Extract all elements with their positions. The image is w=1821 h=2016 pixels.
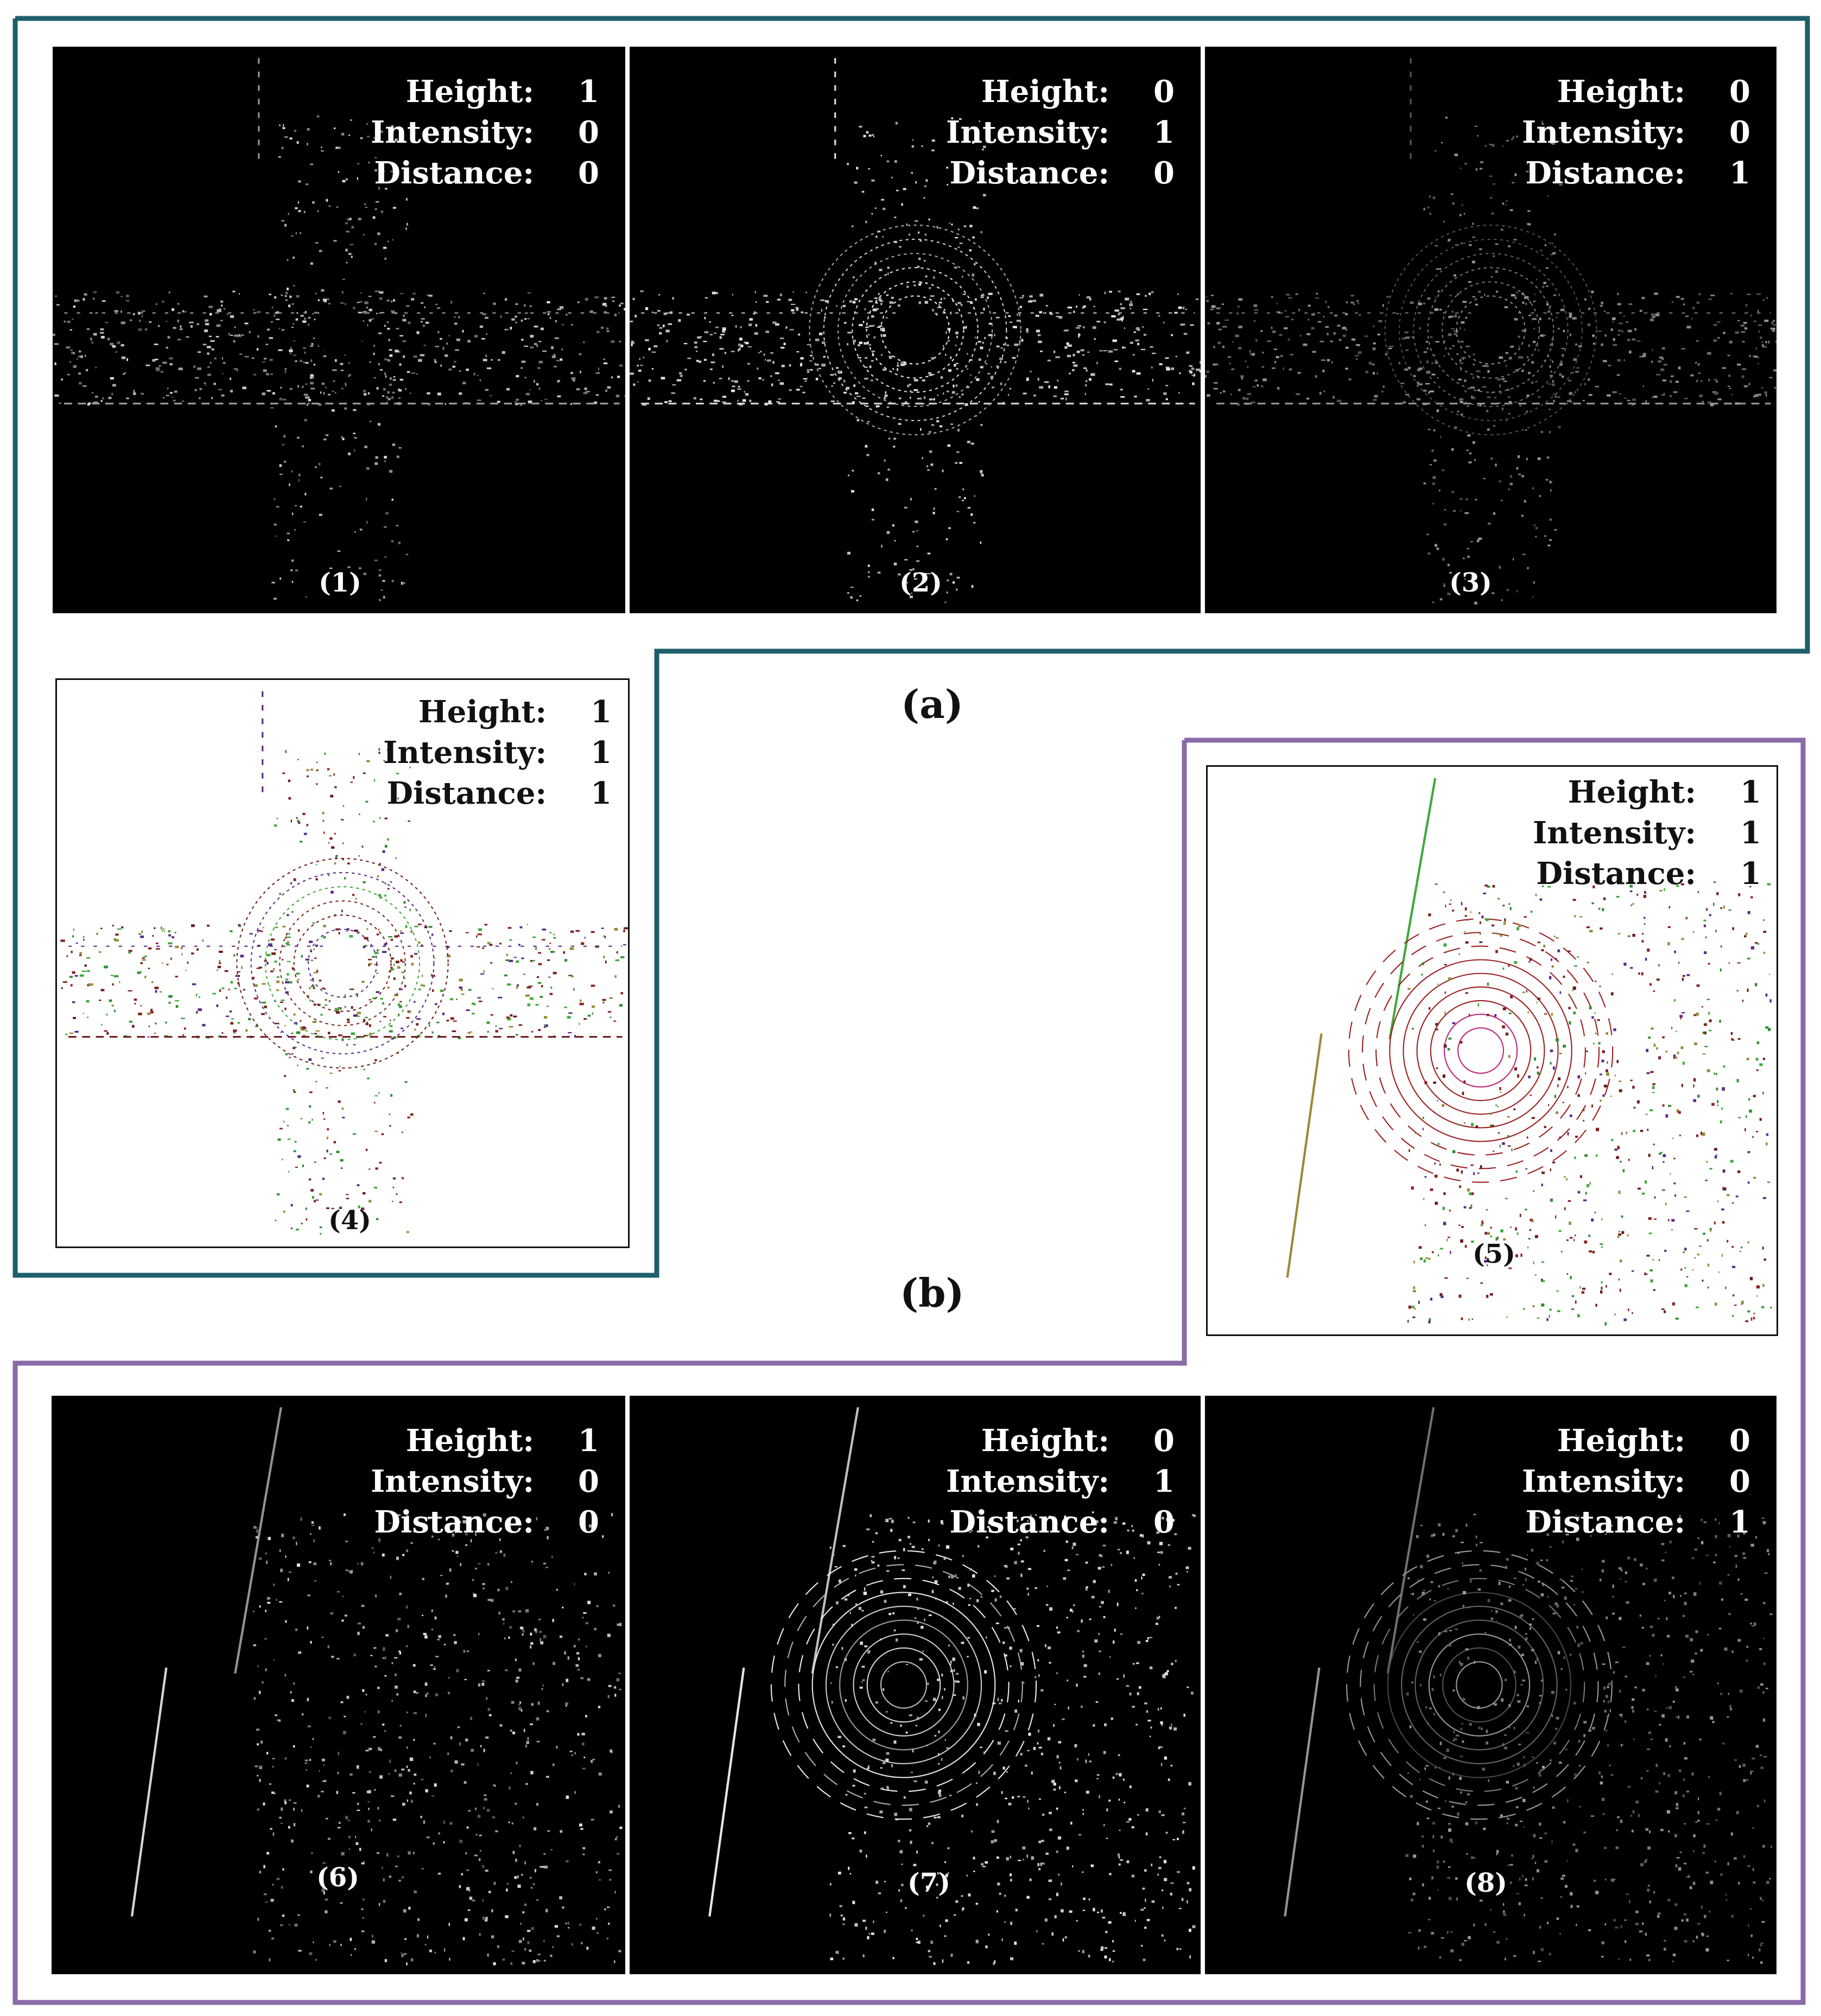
legend-height-value: 1 — [578, 1423, 599, 1459]
legend-intensity-label: Intensity: — [946, 1464, 1109, 1499]
legend-height-label: Height: — [1557, 74, 1685, 110]
legend-height-label: Height: — [1568, 774, 1696, 810]
legend-distance-value: 1 — [1729, 155, 1750, 191]
panel-6: Height: 1 Intensity: 0 Distance: 0 (6) — [52, 1396, 625, 1974]
legend-intensity-label: Intensity: — [1533, 815, 1696, 851]
panel-1: Height: 1 Intensity: 0 Distance: 0 (1) — [53, 47, 625, 613]
panel-5: Height: 1 Intensity: 1 Distance: 1 (5) — [1206, 765, 1778, 1336]
legend-distance-value: 0 — [1153, 155, 1175, 191]
point-cloud-4 — [60, 691, 628, 1235]
point-cloud-1 — [53, 58, 625, 601]
legend-distance-value: 1 — [591, 775, 612, 811]
point-cloud-2 — [630, 58, 1201, 603]
scan-points — [1205, 58, 1776, 605]
legend-intensity-label: Intensity: — [371, 115, 534, 150]
panel-4: Height: 1 Intensity: 1 Distance: 1 (4) — [55, 678, 630, 1248]
legend-height-label: Height: — [981, 1423, 1109, 1459]
legend-intensity-label: Intensity: — [383, 735, 547, 771]
legend-height-value: 0 — [1153, 74, 1175, 110]
scan-points — [130, 1407, 623, 1966]
scan-points — [1286, 778, 1772, 1326]
legend-distance-value: 1 — [1729, 1504, 1750, 1540]
legend-distance-label: Distance: — [1525, 1504, 1685, 1540]
legend-height-value: 1 — [1740, 774, 1761, 810]
legend-intensity-label: Intensity: — [946, 115, 1109, 150]
panel-3: Height: 0 Intensity: 0 Distance: 1 (3) — [1205, 47, 1776, 613]
legend-intensity-value: 1 — [591, 735, 612, 771]
legend-7: Height: 0 Intensity: 1 Distance: 0 — [946, 1421, 1175, 1543]
legend-3: Height: 0 Intensity: 0 Distance: 1 — [1522, 72, 1750, 194]
legend-distance-label: Distance: — [386, 775, 547, 811]
panel-number: (5) — [1473, 1239, 1515, 1269]
legend-4: Height: 1 Intensity: 1 Distance: 1 — [383, 692, 612, 814]
legend-distance-label: Distance: — [1536, 856, 1696, 892]
legend-height-value: 0 — [1729, 1423, 1750, 1459]
legend-1: Height: 1 Intensity: 0 Distance: 0 — [371, 72, 599, 194]
legend-intensity-label: Intensity: — [371, 1464, 534, 1499]
panel-8: Height: 0 Intensity: 0 Distance: 1 (8) — [1205, 1396, 1776, 1974]
legend-distance-label: Distance: — [374, 1504, 534, 1540]
legend-height-value: 1 — [591, 694, 612, 730]
panel-number: (2) — [899, 568, 942, 598]
legend-height-value: 1 — [578, 74, 599, 110]
legend-8: Height: 0 Intensity: 0 Distance: 1 — [1522, 1421, 1750, 1543]
legend-height-label: Height: — [981, 74, 1109, 110]
scan-points — [630, 58, 1201, 603]
panel-number: (3) — [1449, 568, 1492, 598]
legend-intensity-value: 0 — [1729, 1464, 1750, 1499]
legend-5: Height: 1 Intensity: 1 Distance: 1 — [1533, 772, 1761, 894]
scan-points — [60, 691, 628, 1235]
point-cloud-7 — [708, 1407, 1196, 1966]
legend-intensity-value: 0 — [578, 115, 599, 150]
legend-intensity-label: Intensity: — [1522, 115, 1685, 150]
legend-height-label: Height: — [418, 694, 547, 730]
legend-distance-label: Distance: — [374, 155, 534, 191]
group-label-b: (b) — [900, 1270, 965, 1316]
legend-intensity-value: 1 — [1740, 815, 1761, 851]
legend-2: Height: 0 Intensity: 1 Distance: 0 — [946, 72, 1175, 194]
legend-intensity-value: 1 — [1153, 115, 1175, 150]
legend-intensity-value: 0 — [1729, 115, 1750, 150]
point-cloud-5 — [1286, 778, 1772, 1326]
panel-7: Height: 0 Intensity: 1 Distance: 0 (7) — [630, 1396, 1201, 1974]
legend-distance-value: 1 — [1740, 856, 1761, 892]
legend-height-value: 0 — [1153, 1423, 1175, 1459]
legend-intensity-label: Intensity: — [1522, 1464, 1685, 1499]
group-label-a: (a) — [901, 681, 963, 727]
panel-number: (8) — [1464, 1868, 1507, 1898]
legend-height-label: Height: — [405, 1423, 534, 1459]
legend-distance-value: 0 — [1153, 1504, 1175, 1540]
point-cloud-6 — [130, 1407, 623, 1966]
legend-distance-value: 0 — [578, 1504, 599, 1540]
panel-number: (4) — [328, 1205, 371, 1236]
legend-intensity-value: 1 — [1153, 1464, 1175, 1499]
legend-distance-label: Distance: — [949, 155, 1109, 191]
point-cloud-8 — [1284, 1407, 1773, 1964]
legend-6: Height: 1 Intensity: 0 Distance: 0 — [371, 1421, 599, 1543]
panel-number: (1) — [319, 568, 361, 598]
legend-height-value: 0 — [1729, 74, 1750, 110]
panel-number: (6) — [316, 1862, 359, 1893]
legend-distance-label: Distance: — [949, 1504, 1109, 1540]
scan-points — [708, 1407, 1196, 1966]
legend-distance-value: 0 — [578, 155, 599, 191]
panel-2: Height: 0 Intensity: 1 Distance: 0 (2) — [630, 47, 1201, 613]
legend-distance-label: Distance: — [1525, 155, 1685, 191]
legend-height-label: Height: — [1557, 1423, 1685, 1459]
legend-intensity-value: 0 — [578, 1464, 599, 1499]
legend-height-label: Height: — [405, 74, 534, 110]
scan-points — [1284, 1407, 1773, 1964]
scan-points — [53, 58, 625, 601]
point-cloud-3 — [1205, 58, 1776, 605]
panel-number: (7) — [908, 1868, 950, 1898]
